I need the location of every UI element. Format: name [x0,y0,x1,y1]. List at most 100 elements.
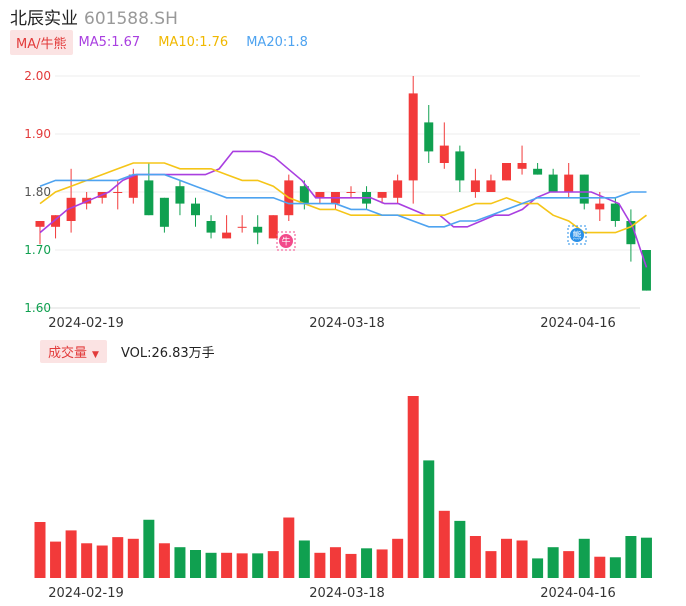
ma-legend: MA/牛熊 MA5:1.67 MA10:1.76 MA20:1.8 [10,29,308,55]
candle-body [424,122,434,152]
volume-bar [625,536,637,578]
candle-body [66,197,76,221]
candlestick-series [35,76,651,291]
volume-bar [594,556,606,578]
ma5-legend: MA5:1.67 [78,34,141,50]
ma-toggle-button[interactable]: MA/牛熊 [10,29,73,55]
candle-body [517,163,527,169]
candle-body [175,186,185,204]
volume-bar [298,540,310,578]
y-axis-labels: 2.00 1.90 1.80 1.70 1.60 [24,69,51,315]
badge-label: 熊 [572,230,581,242]
badge-frame [276,231,296,251]
candle-body [237,226,247,228]
y-tick-label: 2.00 [24,69,51,83]
x-axis-labels-price: 2024-02-19 2024-03-18 2024-04-16 [48,316,616,331]
candle-body [455,151,465,181]
x-tick-label: 2024-04-16 [540,586,616,601]
y-tick-label: 1.60 [24,301,51,315]
volume-bar [516,540,528,578]
candle-body [486,180,496,192]
volume-bar [485,551,497,578]
ma20-line [39,173,647,228]
volume-bar [438,510,450,578]
volume-bar [81,543,93,578]
volume-bar [96,545,108,578]
volume-bar [376,549,388,578]
candle-body [346,192,356,193]
volume-bar [205,552,217,578]
candle-body [299,186,309,204]
candle-body [579,174,589,204]
stock-code: 601588.SH [84,9,178,29]
candle-body [377,192,387,198]
ma-lines [39,150,648,268]
volume-bar [158,543,170,578]
volume-indicator-dropdown[interactable]: 成交量 ▼ [40,339,107,363]
volume-bar [407,396,419,578]
candle-body [439,145,449,163]
volume-bar [563,551,575,578]
candle-body [502,163,511,181]
volume-bar [329,547,341,578]
candle-body [144,180,154,216]
volume-bar [65,530,77,578]
badge-dot [279,234,293,248]
volume-value: VOL:26.83万手 [120,345,215,361]
candle-body [393,180,403,198]
bear-signal-icon: 熊 [567,225,587,245]
candle-body [51,215,61,227]
bull-signal-icon: 牛 [276,231,296,251]
candle-body [191,203,200,216]
stock-name: 北辰实业 [10,9,78,29]
candle-body [626,221,636,245]
candle-body [128,174,138,198]
volume-bar [190,550,201,578]
volume-bar [267,551,279,578]
signal-badges: 牛熊 [276,225,587,251]
x-tick-label: 2024-02-19 [48,316,124,331]
badge-dot [570,228,584,242]
volume-bar [252,553,264,578]
candle-body [564,174,574,192]
badge-label: 牛 [281,236,290,248]
candle-body [533,168,543,175]
volume-bar [143,519,155,578]
volume-indicator-label: 成交量 [48,345,88,361]
volume-bar [34,522,46,578]
volume-bar [469,536,481,578]
candle-body [222,232,232,239]
x-tick-label: 2024-03-18 [309,586,385,601]
stock-title: 北辰实业 601588.SH [10,4,178,29]
volume-bar [501,538,512,578]
candle-body [408,93,418,181]
volume-bar [283,517,295,578]
volume-bar [345,553,357,578]
ma10-line [39,162,647,234]
x-tick-label: 2024-02-19 [48,586,124,601]
candle-body [470,180,480,192]
volume-bar [127,538,139,578]
volume-bar [314,552,326,578]
x-tick-label: 2024-04-16 [540,316,616,331]
volume-bar [454,520,466,578]
y-tick-label: 1.70 [24,243,51,257]
volume-bar [423,460,435,578]
volume-bar [640,537,652,578]
volume-bar [547,547,559,578]
volume-bar [609,557,621,578]
badge-frame [567,225,587,245]
volume-bar [532,558,544,578]
x-axis-labels-volume: 2024-02-19 2024-03-18 2024-04-16 [48,586,616,601]
candle-body [610,203,620,221]
candle-body [253,226,263,233]
x-tick-label: 2024-03-18 [309,316,385,331]
volume-bar [50,541,62,578]
candle-body [548,174,558,192]
volume-bar [578,538,590,578]
candle-body [35,221,45,227]
candle-body [641,250,651,291]
candle-body [113,192,123,193]
y-tick-label: 1.80 [24,185,51,199]
